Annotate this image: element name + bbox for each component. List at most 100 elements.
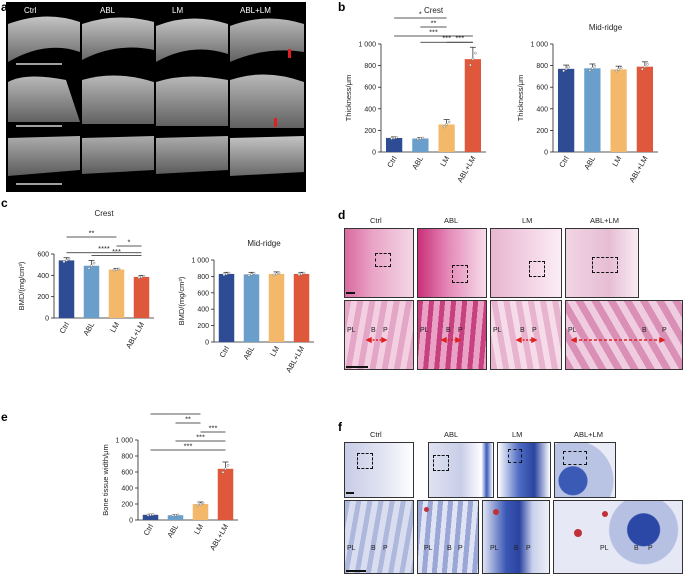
b_mid-dot-3 bbox=[643, 65, 647, 68]
c_crest-dot-1 bbox=[90, 264, 93, 268]
mt-ctrl-pl: PL bbox=[347, 545, 356, 552]
ct-arrow-2 bbox=[274, 118, 277, 127]
b_mid-dot-3 bbox=[646, 62, 649, 66]
b_mid-xtick-label-3: ABL+LM bbox=[627, 155, 649, 185]
c_crest-ylabel: BMD/(mg/cm³) bbox=[17, 261, 26, 310]
e_width-ytick-label: 400 bbox=[121, 486, 133, 493]
b_mid-ylabel: Thickness/μm bbox=[516, 75, 525, 121]
mt-abl-zoom bbox=[417, 500, 479, 574]
histo-f-label-abllm: ABL+LM bbox=[574, 430, 603, 439]
c_mid-ytick-label: 600 bbox=[197, 290, 209, 297]
c_crest-sig-label-1: * bbox=[128, 238, 131, 247]
c_mid-ytick-label: 0 bbox=[205, 340, 209, 347]
c_crest-xtick-label-0: Ctrl bbox=[58, 320, 72, 335]
b_mid-dot-1 bbox=[591, 67, 594, 70]
c_mid-dot-0 bbox=[225, 272, 228, 276]
c_mid-dot-1 bbox=[250, 273, 253, 276]
c_crest-ytick-label: 400 bbox=[37, 273, 49, 280]
ct-row-2 bbox=[8, 74, 304, 128]
c_mid-dot-0 bbox=[227, 271, 231, 275]
he-abllm-p: P bbox=[662, 327, 667, 334]
e_width-xtick-label-1: ABL bbox=[165, 523, 180, 540]
b_crest-dot-0 bbox=[390, 137, 393, 140]
b_mid-title: Mid-ridge bbox=[589, 23, 623, 32]
he-abllm-overview bbox=[565, 228, 639, 298]
b_crest-sig-label-2: *** bbox=[429, 28, 438, 37]
mt-lm-pl: PL bbox=[490, 545, 499, 552]
mt-lm-overview bbox=[497, 442, 551, 498]
b_crest-dot-1 bbox=[419, 137, 422, 140]
b_crest-bar-1 bbox=[412, 138, 429, 152]
e_width-xtick-label-0: Ctrl bbox=[142, 522, 156, 537]
chart-c-mid: Mid-ridge BMD/(mg/cm³) 0 200 400 600 800 1 000 C… bbox=[177, 239, 314, 374]
b_crest-xtick-label-0: Ctrl bbox=[385, 154, 399, 169]
b_crest-ylabel: Thickness/μm bbox=[344, 75, 353, 121]
b_mid-dot-2 bbox=[614, 69, 618, 73]
b_crest-ytick-label: 800 bbox=[364, 63, 376, 70]
c_crest-dot-2 bbox=[117, 267, 121, 271]
mt-ctrl-b: B bbox=[371, 545, 376, 552]
b_mid-xtick-label-2: LM bbox=[610, 155, 623, 169]
b_crest-dot-1 bbox=[416, 137, 420, 141]
c_crest-dot-0 bbox=[67, 257, 71, 261]
e_width-ytick-label: 600 bbox=[121, 470, 133, 477]
mt-ctrl-zoom bbox=[344, 500, 414, 574]
he-scale-bar-top bbox=[346, 292, 355, 294]
e_width-dot-2 bbox=[199, 502, 202, 506]
ct-scans bbox=[6, 2, 306, 192]
b_mid-bar-0 bbox=[557, 68, 575, 152]
ct-row-1 bbox=[8, 16, 304, 65]
he-lm-b: B bbox=[520, 327, 525, 334]
he-abl-overview bbox=[417, 228, 487, 298]
c_mid-bar-0 bbox=[218, 273, 235, 342]
panel-letter-e: e bbox=[1, 410, 8, 424]
histo-f-label-abl: ABL bbox=[444, 430, 459, 439]
c_crest-sig-label-3: *** bbox=[112, 247, 121, 256]
e_width-ytick-label: 0 bbox=[129, 518, 133, 525]
he-ctrl-overview bbox=[344, 228, 414, 298]
mt-abllm-p: P bbox=[648, 545, 653, 552]
c_mid-dot-3 bbox=[297, 273, 301, 277]
b_crest-dot-2 bbox=[447, 120, 451, 124]
e_width-sig-label-4: *** bbox=[184, 442, 193, 451]
b_mid-dot-1 bbox=[593, 64, 597, 68]
c_crest-ytick-label: 200 bbox=[37, 294, 49, 301]
e_width-dot-1 bbox=[171, 514, 175, 517]
b_crest-sig-label-3: *** bbox=[442, 34, 451, 43]
e_width-dot-1 bbox=[176, 513, 180, 517]
c_crest-dot-3 bbox=[142, 274, 146, 278]
c_mid-ytick-label: 800 bbox=[197, 274, 209, 281]
c_crest-sig-label-2: **** bbox=[98, 244, 110, 253]
b_crest-title: Crest bbox=[424, 6, 444, 15]
he-scale-bar-bottom bbox=[346, 366, 368, 368]
mt-lm-zoom bbox=[482, 500, 550, 574]
b_mid-ytick-label: 0 bbox=[544, 150, 548, 157]
histo-f-label-ctrl: Ctrl bbox=[370, 430, 382, 439]
b_crest-dot-2 bbox=[445, 123, 448, 126]
e_width-ytick-label: 800 bbox=[121, 454, 133, 461]
c_crest-title: Crest bbox=[94, 209, 114, 218]
ct-col-abl: ABL bbox=[100, 6, 116, 15]
mt-scale-bar-bottom bbox=[346, 570, 366, 572]
e_width-dot-2 bbox=[201, 501, 205, 505]
he-lm-p: P bbox=[532, 327, 537, 334]
b_mid-ytick-label: 200 bbox=[536, 128, 548, 135]
ct-arrow-1 bbox=[288, 49, 291, 58]
b_crest-ytick-label: 1 000 bbox=[358, 42, 376, 49]
c_mid-xtick-label-2: LM bbox=[268, 345, 281, 359]
he-abl-zoom bbox=[417, 300, 487, 370]
c_mid-dot-3 bbox=[302, 271, 306, 275]
b_mid-bar-1 bbox=[584, 68, 601, 152]
e_width-dot-2 bbox=[196, 503, 200, 507]
he-abllm-b: B bbox=[642, 327, 647, 334]
b_crest-xtick-label-2: LM bbox=[438, 155, 451, 169]
e_width-sig-label-2: *** bbox=[209, 424, 218, 433]
mt-abl-b: B bbox=[447, 545, 452, 552]
mt-abl-p: P bbox=[458, 545, 463, 552]
b_mid-dot-0 bbox=[564, 67, 568, 71]
panel-letter-d: d bbox=[338, 208, 346, 222]
micro-ct-figure: Ctrl ABL LM ABL+LM bbox=[6, 2, 306, 192]
e_width-bar-1 bbox=[167, 515, 184, 520]
c_crest-bar-2 bbox=[108, 269, 125, 318]
c_mid-xtick-label-0: Ctrl bbox=[218, 344, 232, 359]
